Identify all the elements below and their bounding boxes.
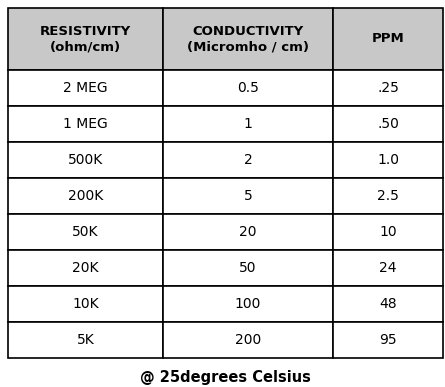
Bar (163, 70, 333, 106)
Text: 10: 10 (379, 225, 397, 239)
Text: CONDUCTIVITY
(Micromho / cm): CONDUCTIVITY (Micromho / cm) (187, 25, 309, 53)
Bar (8, 70, 163, 106)
Text: 2.5: 2.5 (377, 189, 399, 203)
Bar (8, 106, 163, 142)
Bar (333, 70, 443, 106)
Text: 20: 20 (239, 225, 257, 239)
Bar (333, 142, 443, 178)
Bar (8, 214, 163, 250)
Text: 500K: 500K (68, 153, 103, 167)
Text: .25: .25 (377, 81, 399, 95)
Bar (8, 142, 163, 178)
Text: 2: 2 (243, 153, 252, 167)
Text: 200K: 200K (68, 189, 103, 203)
Bar (333, 250, 443, 286)
Text: RESISTIVITY
(ohm/cm): RESISTIVITY (ohm/cm) (40, 25, 131, 53)
Bar (333, 322, 443, 358)
Bar (163, 142, 333, 178)
Bar (333, 214, 443, 250)
Text: .50: .50 (377, 117, 399, 131)
Text: @ 25degrees Celsius: @ 25degrees Celsius (140, 370, 311, 385)
Bar (163, 286, 333, 322)
Bar (8, 250, 163, 286)
Bar (163, 250, 333, 286)
Bar (333, 286, 443, 322)
Bar (163, 214, 333, 250)
Bar (163, 8, 333, 70)
Text: 50K: 50K (72, 225, 99, 239)
Bar (163, 106, 333, 142)
Text: 24: 24 (379, 261, 397, 275)
Text: 1.0: 1.0 (377, 153, 399, 167)
Bar (333, 106, 443, 142)
Text: 50: 50 (239, 261, 257, 275)
Bar (163, 322, 333, 358)
Text: 200: 200 (235, 333, 261, 347)
Text: 48: 48 (379, 297, 397, 311)
Text: 10K: 10K (72, 297, 99, 311)
Text: 2 MEG: 2 MEG (63, 81, 108, 95)
Text: 5K: 5K (77, 333, 94, 347)
Text: 20K: 20K (72, 261, 99, 275)
Bar (8, 178, 163, 214)
Bar (8, 322, 163, 358)
Text: 100: 100 (235, 297, 261, 311)
Text: 5: 5 (243, 189, 252, 203)
Text: 0.5: 0.5 (237, 81, 259, 95)
Bar (163, 178, 333, 214)
Bar (8, 8, 163, 70)
Text: 1: 1 (243, 117, 252, 131)
Bar (333, 8, 443, 70)
Text: 1 MEG: 1 MEG (63, 117, 108, 131)
Bar (8, 286, 163, 322)
Bar (333, 178, 443, 214)
Text: PPM: PPM (372, 33, 405, 46)
Text: 95: 95 (379, 333, 397, 347)
